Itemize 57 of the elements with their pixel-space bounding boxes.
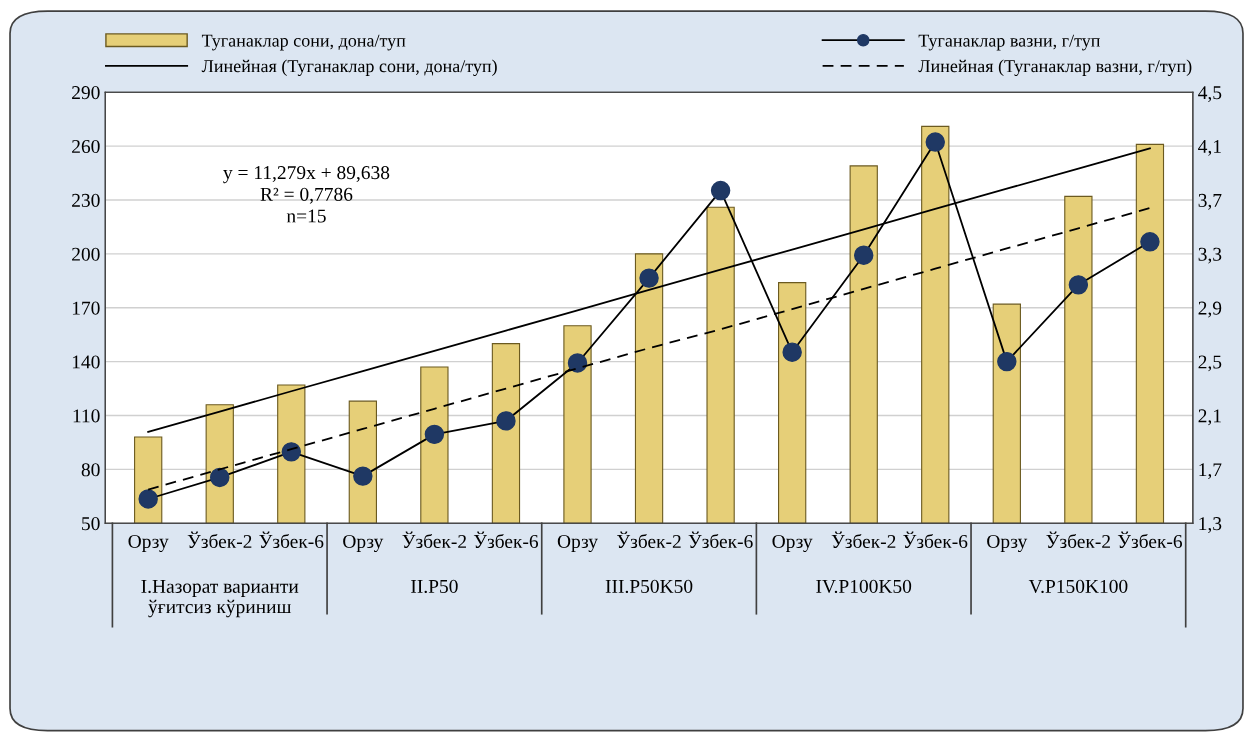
point [710,180,731,201]
legend-label: Линейная (Туганаклар вазни, г/туп) [918,59,1192,76]
text: IV.P100K50 [816,579,912,594]
point [853,245,874,265]
x-tick-label: Ўзбек-6 [903,531,968,549]
point [424,424,445,445]
point [138,489,158,509]
y-tick-label: 260 [72,139,100,154]
y2-tick-label: 3,7 [1198,193,1222,210]
x-tick-label: Орзу [557,534,598,552]
x-tick-label: Ўзбек-2 [1046,531,1110,549]
y2-tick-label: 1,7 [1199,463,1222,480]
y-tick-label: 140 [72,355,100,369]
y2-tick-label: 2,1 [1198,409,1221,426]
x-tick-label: Ўзбек-2 [831,531,896,549]
point [496,411,516,431]
x-tick-label: Ўзбек-6 [259,531,324,549]
x-tick-label: Ўзбек-6 [1117,531,1183,549]
point [567,353,588,373]
point [353,466,373,486]
point [210,467,230,488]
y-tick-label: 80 [81,463,100,477]
point [925,132,945,152]
legend-label: Туганаклар вазни, г/туп [918,34,1100,51]
y-tick-label: 110 [73,409,100,423]
text: V.P150K100 [1028,579,1128,594]
x-tick-label: Орзу [343,534,384,552]
x-tick-label: Орзу [772,534,813,552]
text: I.Назорат варианти ўғитсиз кўриниш [141,580,299,618]
y2-tick-label: 2,5 [1198,355,1222,372]
point [1068,275,1089,295]
x-tick-label: Ўзбек-6 [688,531,753,549]
x-tick-label: Ўзбек-2 [187,531,252,549]
y2-tick-label: 4,5 [1198,86,1222,102]
legend-label: Туганаклар сони, дона/туп [201,34,406,51]
x-tick-label: Ўзбек-6 [473,531,539,549]
point [1140,232,1160,252]
x-tick-label: Орзу [987,534,1028,552]
y-tick-label: 170 [72,301,100,315]
text: III.P50K50 [605,579,693,594]
y-tick-label: 50 [82,517,100,531]
annotation: y = 11,279x + 89,638 R² = 0,7786 n=15 [223,166,390,223]
point [639,268,659,288]
legend-label: Линейная (Туганаклар сони, дона/туп) [201,59,497,76]
x-tick-label: Орзу [128,534,169,552]
y-tick-label: 290 [72,86,100,100]
point [782,342,802,362]
y2-tick-label: 4,1 [1198,140,1221,156]
x-tick-label: Ўзбек-2 [617,531,681,549]
point [997,351,1017,372]
y2-tick-label: 3,3 [1198,247,1222,264]
y-tick-label: 200 [72,247,100,261]
y-tick-label: 230 [72,193,100,207]
y2-tick-label: 2,9 [1198,301,1222,318]
y2-tick-label: 1,3 [1199,517,1222,533]
x-tick-label: Ўзбек-2 [402,531,466,549]
text: II.P50 [411,579,458,594]
